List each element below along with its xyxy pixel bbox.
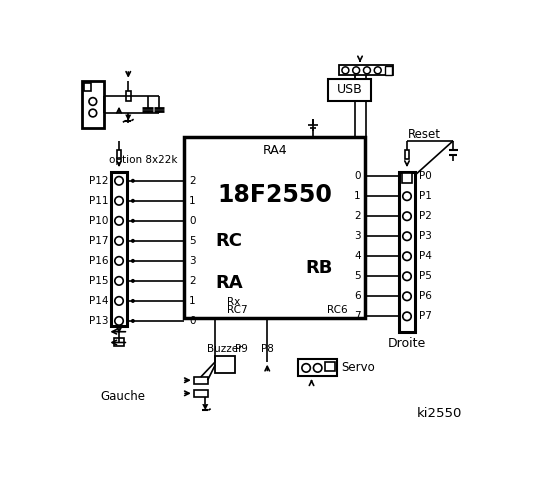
Circle shape	[132, 220, 134, 222]
Text: 7: 7	[354, 312, 361, 321]
Text: P15: P15	[88, 276, 108, 286]
Text: P2: P2	[419, 211, 432, 221]
Bar	[117, 150, 121, 159]
Polygon shape	[125, 115, 132, 121]
Text: 0: 0	[189, 316, 196, 326]
Text: 1: 1	[189, 196, 196, 206]
Bar	[194, 390, 207, 397]
Text: P1: P1	[419, 191, 432, 201]
Bar	[126, 92, 131, 101]
Polygon shape	[202, 404, 208, 410]
Bar	[82, 81, 103, 129]
Text: RC7: RC7	[227, 305, 247, 315]
Text: Reset: Reset	[408, 128, 441, 141]
Text: Gauche: Gauche	[100, 390, 145, 403]
Text: P5: P5	[419, 271, 432, 281]
Text: P17: P17	[88, 236, 108, 246]
Bar	[194, 377, 207, 384]
Text: 2: 2	[354, 211, 361, 221]
Text: 4: 4	[354, 251, 361, 261]
Text: 0: 0	[354, 171, 361, 181]
Text: 18F2550: 18F2550	[217, 183, 332, 207]
Bar	[385, 66, 392, 74]
Text: RA: RA	[215, 274, 243, 292]
Circle shape	[132, 300, 134, 302]
Text: USB: USB	[337, 84, 363, 96]
Text: P13: P13	[88, 316, 108, 326]
Bar	[85, 83, 91, 91]
Bar	[215, 356, 234, 373]
Text: P0: P0	[419, 171, 432, 181]
Text: P3: P3	[419, 231, 432, 241]
Circle shape	[132, 200, 134, 202]
Text: RC6: RC6	[327, 305, 347, 315]
Bar	[401, 173, 411, 183]
Text: option 8x22k: option 8x22k	[109, 155, 178, 165]
Text: P4: P4	[419, 251, 432, 261]
Text: P14: P14	[88, 296, 108, 306]
Text: 5: 5	[354, 271, 361, 281]
Text: Buzzer: Buzzer	[207, 345, 242, 354]
Text: 0: 0	[189, 216, 196, 226]
Circle shape	[132, 240, 134, 242]
Text: P9: P9	[235, 345, 248, 354]
Circle shape	[132, 320, 134, 322]
Bar	[405, 150, 409, 159]
Text: RC: RC	[215, 232, 242, 250]
Text: P7: P7	[419, 312, 432, 321]
Circle shape	[132, 180, 134, 182]
Bar	[299, 360, 337, 376]
Bar	[185, 137, 366, 318]
Text: P16: P16	[88, 256, 108, 266]
Circle shape	[132, 260, 134, 262]
Text: RB: RB	[306, 259, 333, 277]
Text: Servo: Servo	[341, 361, 374, 374]
Text: Droite: Droite	[388, 337, 426, 350]
Text: 1: 1	[189, 296, 196, 306]
Text: 3: 3	[189, 256, 196, 266]
Text: Rx: Rx	[227, 298, 240, 308]
Text: RA4: RA4	[263, 144, 287, 157]
Bar	[113, 338, 124, 346]
Circle shape	[132, 280, 134, 282]
Text: 2: 2	[189, 176, 196, 186]
Bar	[339, 65, 393, 75]
Text: 5: 5	[189, 236, 196, 246]
Text: P12: P12	[88, 176, 108, 186]
Text: 1: 1	[354, 191, 361, 201]
Bar	[328, 79, 371, 101]
Bar	[325, 362, 335, 371]
Text: 2: 2	[189, 276, 196, 286]
Text: 3: 3	[354, 231, 361, 241]
Text: P10: P10	[89, 216, 108, 226]
Text: ki2550: ki2550	[417, 407, 462, 420]
Text: P6: P6	[419, 291, 432, 301]
Text: P11: P11	[88, 196, 108, 206]
Bar	[111, 171, 127, 325]
Text: P8: P8	[261, 345, 274, 354]
Bar	[399, 171, 415, 332]
Text: 6: 6	[354, 291, 361, 301]
